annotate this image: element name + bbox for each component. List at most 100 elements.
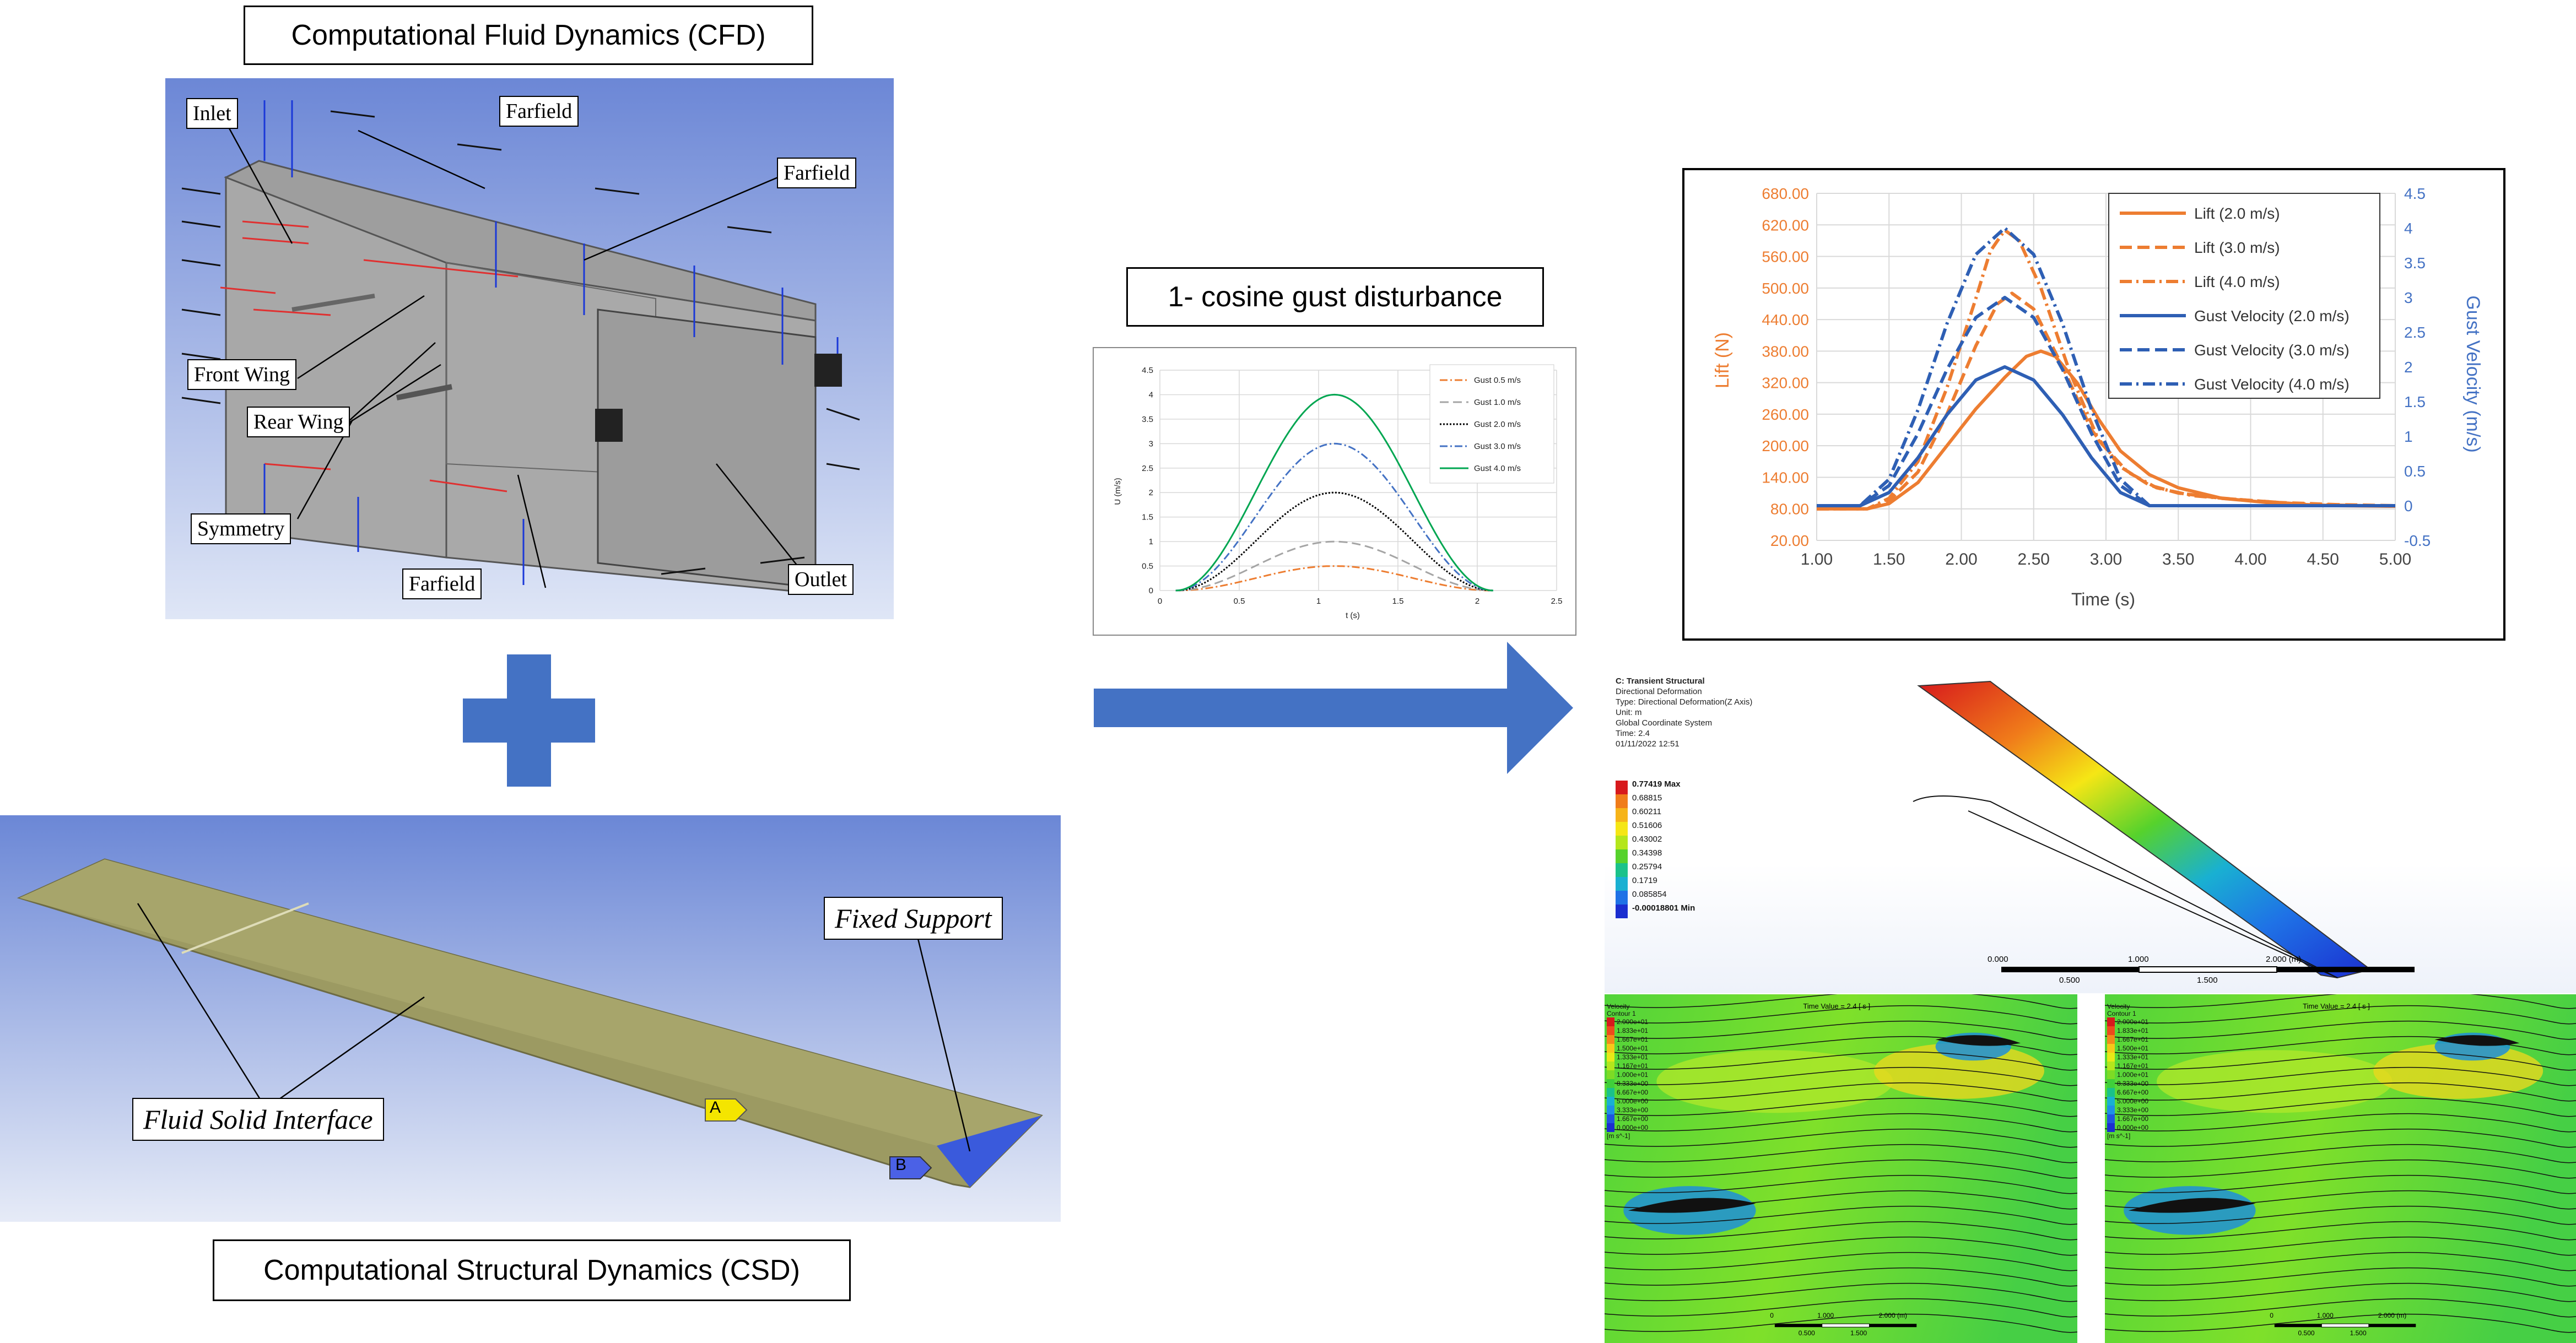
velocity-scale-label: 0 bbox=[1770, 1312, 1774, 1320]
velocity-swatch bbox=[1607, 1070, 1614, 1079]
velocity-level: 1.000e+01 bbox=[2117, 1071, 2149, 1079]
cos-ytick: 3 bbox=[1149, 439, 1153, 448]
velocity-swatch bbox=[1607, 1026, 1614, 1035]
lift-y2tick: 1 bbox=[2404, 428, 2413, 445]
cos-xtick: 0.5 bbox=[1234, 597, 1245, 606]
velocity-swatch bbox=[2107, 1053, 2115, 1062]
velocity-level: 1.167e+01 bbox=[2117, 1062, 2149, 1070]
cos-xtick: 1 bbox=[1316, 597, 1321, 606]
velocity-field bbox=[2105, 994, 2576, 1343]
label-front-wing: Front Wing bbox=[187, 359, 297, 390]
lift-y2tick: -0.5 bbox=[2404, 532, 2431, 549]
scale-bottom-1: 1.500 bbox=[2197, 976, 2218, 985]
label-outlet: Outlet bbox=[788, 564, 854, 595]
cosine-gust-chart: 0 0.5 1 1.5 2 2.5 3 3.5 4 4.5 0 0.5 1 1.5 2 2.5 Gust 0.… bbox=[1113, 364, 1562, 620]
cos-ytick: 0.5 bbox=[1142, 562, 1153, 571]
velocity-swatch bbox=[1607, 1044, 1614, 1053]
lift-legend-label: Lift (3.0 m/s) bbox=[2194, 239, 2280, 256]
cfd-title: Computational Fluid Dynamics (CFD) bbox=[291, 19, 766, 51]
label-farfield-bottom: Farfield bbox=[402, 568, 482, 599]
tag-b: B bbox=[895, 1156, 907, 1174]
cos-xtick: 2 bbox=[1475, 597, 1479, 606]
legend-value-8: 0.085854 bbox=[1632, 890, 1667, 899]
velocity-swatch bbox=[2107, 1106, 2115, 1114]
lift-ytick: 80.00 bbox=[1770, 501, 1809, 518]
cos-ytick: 0 bbox=[1149, 586, 1153, 595]
velocity-swatch bbox=[1607, 1123, 1614, 1132]
legend-value-1: 0.68815 bbox=[1632, 793, 1662, 803]
velocity-level: 8.333e+00 bbox=[2117, 1080, 2149, 1087]
label-farfield-right: Farfield bbox=[777, 158, 857, 188]
scale-top-0: 0.000 bbox=[1988, 955, 2008, 964]
velocity-swatch bbox=[2107, 1088, 2115, 1097]
velocity-swatch bbox=[1607, 1106, 1614, 1114]
velocity-level: 1.833e+01 bbox=[1617, 1027, 1649, 1035]
lift-legend-label: Lift (4.0 m/s) bbox=[2194, 273, 2280, 290]
cfd-domain-panel: Inlet Farfield Farfield Front Wing Rear … bbox=[165, 78, 894, 619]
velocity-legend-title: Velocity Contour 1 bbox=[1607, 1003, 1636, 1017]
lift-series-line bbox=[1817, 296, 2395, 507]
velocity-level: 1.000e+01 bbox=[1617, 1071, 1649, 1079]
legend-value-4: 0.43002 bbox=[1632, 835, 1662, 844]
lift-ytick: 320.00 bbox=[1762, 375, 1809, 392]
lift-ylabel: Lift (N) bbox=[1712, 332, 1733, 388]
label-fixed-support: Fixed Support bbox=[824, 897, 1003, 940]
lift-legend-label: Gust Velocity (3.0 m/s) bbox=[2194, 342, 2350, 359]
velocity-swatch bbox=[2107, 1026, 2115, 1035]
structural-line-2: Type: Directional Deformation(Z Axis) bbox=[1616, 697, 1753, 707]
legend-value-5: 0.34398 bbox=[1632, 848, 1662, 858]
lift-y2tick: 0.5 bbox=[2404, 463, 2426, 480]
process-arrow-icon bbox=[1094, 642, 1573, 774]
lift-y2tick: 4.5 bbox=[2404, 185, 2426, 202]
cos-xtick: 0 bbox=[1158, 597, 1162, 606]
velocity-level: 5.000e+00 bbox=[2117, 1097, 2149, 1105]
velocity-level: 1.667e+00 bbox=[1617, 1115, 1649, 1123]
velocity-swatch bbox=[2107, 1017, 2115, 1026]
lift-y2tick: 4 bbox=[2404, 220, 2413, 237]
velocity-swatch bbox=[1607, 1062, 1614, 1070]
lift-xtick: 1.50 bbox=[1873, 550, 1905, 568]
structural-legend-swatch bbox=[1616, 808, 1628, 822]
farfield-arrows bbox=[263, 100, 839, 585]
structural-line-1: Directional Deformation bbox=[1616, 687, 1702, 696]
velocity-swatch bbox=[2107, 1070, 2115, 1079]
velocity-time-value: Time Value = 2.4 [ s ] bbox=[2303, 1002, 2370, 1010]
front-wing-shape bbox=[291, 294, 375, 312]
velocity-level: 1.667e+00 bbox=[2117, 1115, 2149, 1123]
scale-bottom-0: 0.500 bbox=[2059, 976, 2080, 985]
wing-top-surface bbox=[19, 859, 1041, 1146]
velocity-swatch bbox=[2107, 1062, 2115, 1070]
flow-arrows bbox=[181, 110, 860, 575]
lift-chart-frame: 20.00 80.00 140.00 200.00 260.00 320.00 380.00… bbox=[1682, 168, 2505, 641]
scale-top-1: 1.000 bbox=[2128, 955, 2149, 964]
lift-y2tick: 3 bbox=[2404, 289, 2413, 306]
velocity-scale-label: 1.500 bbox=[2350, 1329, 2367, 1337]
csd-title-box: Computational Structural Dynamics (CSD) bbox=[213, 1239, 851, 1301]
cos-xtick: 1.5 bbox=[1392, 597, 1404, 606]
structural-info: C: Transient Structural Directional Defo… bbox=[1616, 676, 1752, 749]
velocity-level: 6.667e+00 bbox=[2117, 1089, 2149, 1096]
cos-ytick: 4.5 bbox=[1142, 366, 1153, 375]
cos-legend-label: Gust 3.0 m/s bbox=[1474, 442, 1521, 451]
top-face-edge bbox=[224, 160, 817, 322]
label-farfield-top: Farfield bbox=[499, 96, 579, 127]
structural-legend-swatch bbox=[1616, 863, 1628, 877]
velocity-level: 5.000e+00 bbox=[1617, 1097, 1649, 1105]
lift-y2tick: 0 bbox=[2404, 497, 2413, 515]
lift-xtick: 3.50 bbox=[2162, 550, 2194, 568]
velocity-contour-right: Velocity Contour 1 2.000e+01 1.833e+01 1.66… bbox=[2105, 994, 2576, 1343]
velocity-swatch bbox=[2107, 1123, 2115, 1132]
rear-wing-shape bbox=[396, 384, 452, 400]
cos-ytick: 1 bbox=[1149, 537, 1153, 546]
lift-xlabel: Time (s) bbox=[2071, 589, 2135, 609]
lift-ytick: 620.00 bbox=[1762, 216, 1809, 234]
velocity-swatch bbox=[1607, 1017, 1614, 1026]
structural-title: C: Transient Structural bbox=[1616, 676, 1705, 686]
velocity-level: 2.000e+01 bbox=[2117, 1018, 2149, 1026]
velocity-scale-label: 2.000 (m) bbox=[2378, 1312, 2407, 1320]
lift-y2tick: 3.5 bbox=[2404, 254, 2426, 272]
legend-value-3: 0.51606 bbox=[1632, 821, 1662, 830]
velocity-scale-label: 1.000 bbox=[1817, 1312, 1834, 1320]
lift-y2label: Gust Velocity (m/s) bbox=[2462, 295, 2483, 452]
label-fluid-solid-interface: Fluid Solid Interface bbox=[132, 1098, 384, 1141]
